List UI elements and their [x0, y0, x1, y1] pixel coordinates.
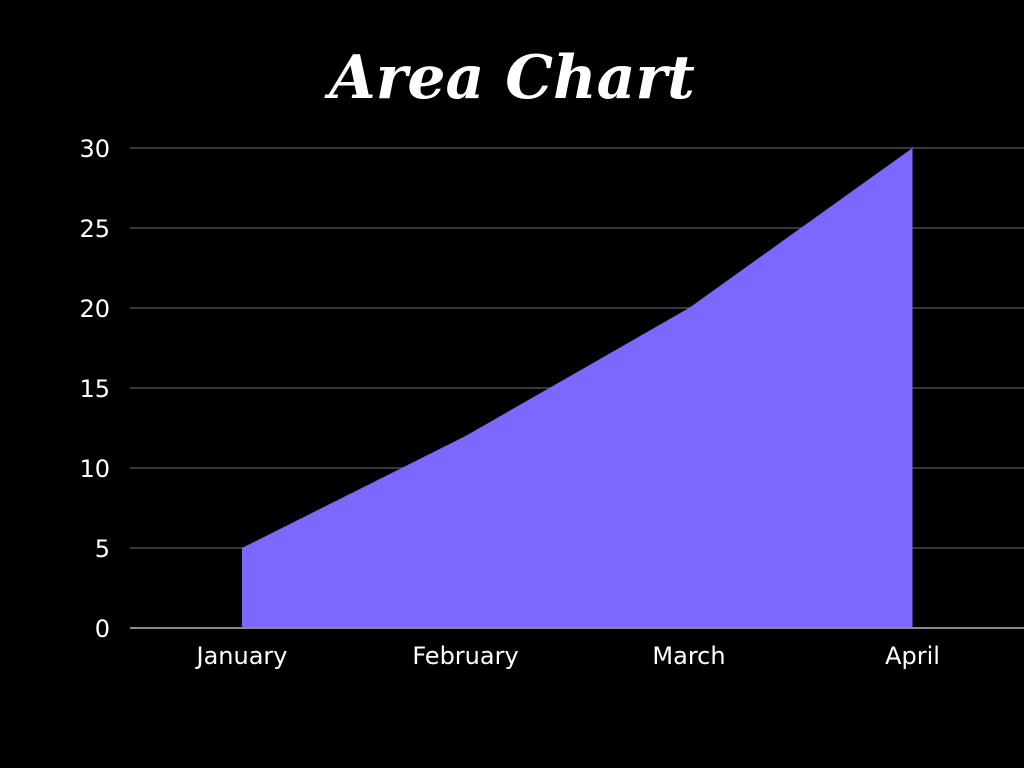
y-tick-label-30: 30	[79, 135, 110, 163]
y-tick-label-0: 0	[95, 615, 110, 643]
data-point-january	[241, 547, 243, 549]
x-tick-label-february: February	[412, 642, 518, 670]
y-axis-ticks: 0 5 10 15 20 25 30	[79, 135, 110, 643]
x-tick-label-march: March	[652, 642, 725, 670]
chart-title: Area Chart	[329, 43, 695, 113]
data-point-april	[912, 147, 913, 149]
x-tick-label-april: April	[885, 642, 940, 670]
y-tick-label-10: 10	[79, 455, 110, 483]
y-tick-label-25: 25	[79, 215, 110, 243]
x-axis-ticks: January February March April	[195, 642, 940, 670]
x-tick-label-january: January	[195, 642, 288, 670]
y-tick-label-5: 5	[95, 535, 110, 563]
data-point-march	[688, 307, 690, 309]
data-point-february	[465, 435, 466, 437]
y-tick-label-15: 15	[79, 375, 110, 403]
area-series	[241, 147, 913, 628]
y-tick-label-20: 20	[79, 295, 110, 323]
area-fill	[242, 148, 913, 628]
